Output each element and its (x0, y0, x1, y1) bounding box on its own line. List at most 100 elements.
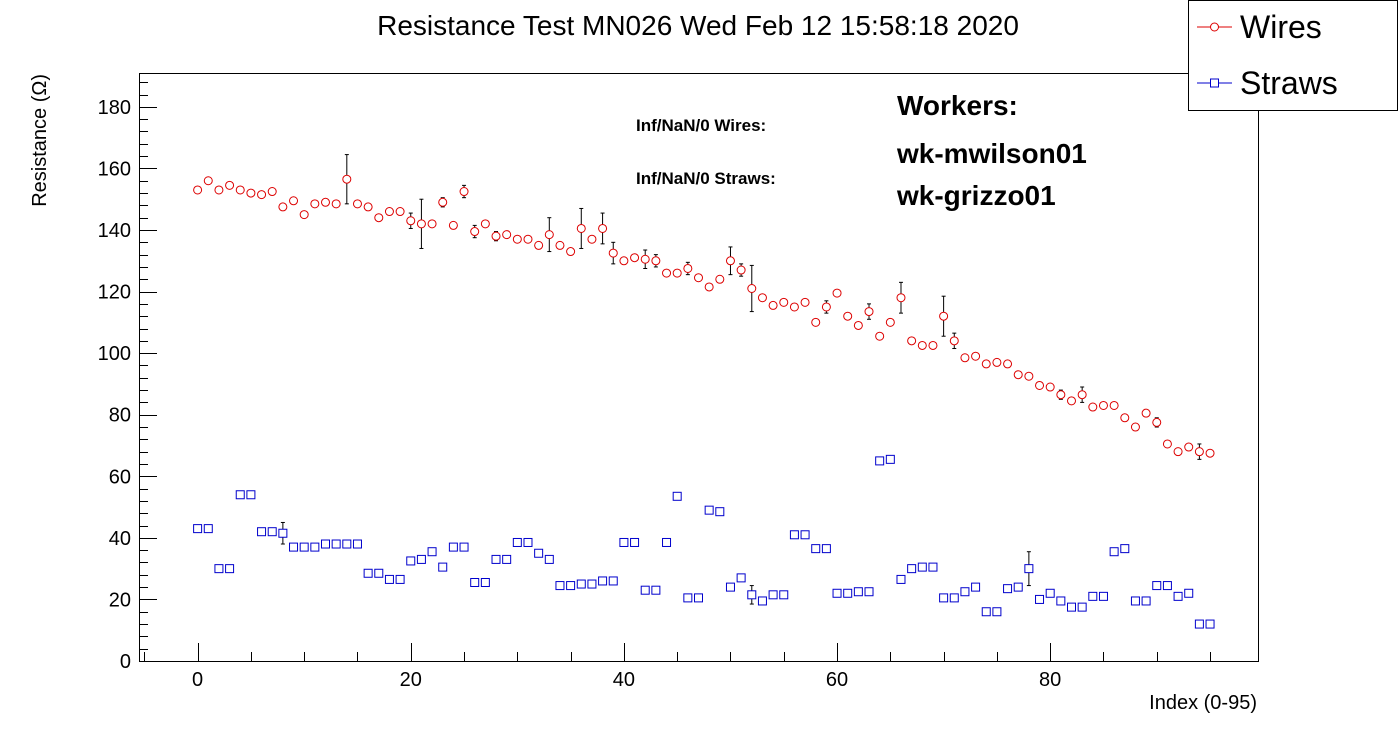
wire-point (619, 256, 629, 266)
wire-point (374, 213, 384, 223)
straw-point (512, 537, 522, 547)
straw-point (448, 542, 458, 552)
straw-point (694, 593, 703, 603)
wire-point (470, 227, 480, 237)
straw-point (619, 537, 629, 547)
straw-point (662, 537, 672, 547)
wire-point (587, 234, 597, 244)
straw-point (1056, 596, 1066, 606)
wire-point (395, 207, 405, 217)
y-tick-label: 0 (120, 651, 131, 673)
straw-point (1194, 619, 1204, 629)
wire-point (1152, 417, 1162, 427)
plot-frame (139, 73, 1259, 662)
straw-point (363, 568, 373, 578)
straw-point (193, 524, 203, 534)
straw-point (427, 547, 437, 557)
straw-point (853, 587, 863, 597)
straw-point (1120, 544, 1130, 554)
wire-point (384, 207, 394, 217)
straw-point (1067, 602, 1076, 612)
y-tick-label: 40 (109, 528, 131, 550)
wire-point (1120, 413, 1130, 423)
wire-point (875, 331, 885, 341)
wire-point (672, 268, 682, 278)
x-tick-label: 40 (613, 669, 635, 691)
wire-point (576, 223, 586, 233)
wire-point (821, 302, 831, 312)
y-tick-label: 160 (98, 158, 131, 180)
inf-nan-straws-label: Inf/NaN/0 Straws: (636, 169, 776, 188)
straw-point (374, 568, 384, 578)
straw-point (608, 576, 618, 586)
straw-point (630, 537, 640, 547)
wire-point (1088, 402, 1098, 412)
y-tick-label: 140 (98, 220, 131, 242)
legend-straws-marker (1210, 78, 1219, 88)
wire-point (555, 240, 565, 250)
straw-point (821, 544, 831, 554)
straw-point (576, 579, 586, 589)
y-tick-label: 60 (109, 466, 131, 488)
straw-point (992, 607, 1002, 617)
straw-point (843, 588, 853, 598)
wire-point (544, 230, 554, 240)
wire-point (630, 253, 640, 263)
wire-point (1003, 359, 1013, 369)
straw-point (246, 490, 256, 500)
straw-point (480, 577, 490, 587)
wire-point (1194, 447, 1204, 457)
straw-point (672, 491, 682, 501)
wire-point (1173, 447, 1183, 457)
wire-point (491, 231, 501, 241)
wire-point (662, 268, 672, 278)
wire-point (1013, 370, 1023, 380)
straw-point (235, 490, 245, 500)
y-tick-label: 120 (98, 282, 131, 304)
wire-point (534, 240, 544, 250)
plot-area (139, 73, 1259, 662)
chart-title: Resistance Test MN026 Wed Feb 12 15:58:1… (377, 10, 1019, 41)
straw-point (1098, 591, 1108, 601)
straw-point (1024, 564, 1034, 574)
straw-point (736, 573, 746, 583)
straw-point (949, 593, 959, 603)
y-tick-label: 180 (98, 97, 131, 119)
wire-point (960, 353, 970, 363)
straw-point (491, 554, 501, 564)
straw-point (1152, 581, 1162, 591)
wire-point (907, 336, 917, 346)
wire-point (789, 302, 799, 312)
straw-point (310, 542, 320, 552)
straw-point (832, 588, 842, 598)
y-tick-label: 100 (98, 343, 131, 365)
x-tick-label: 0 (192, 669, 203, 691)
wire-point (193, 185, 203, 195)
wire-point (1109, 400, 1119, 410)
straw-point (757, 596, 767, 606)
wire-point (512, 234, 522, 244)
wire-point (352, 199, 362, 209)
wire-point (427, 219, 437, 229)
straw-point (502, 554, 512, 564)
straw-point (544, 554, 554, 564)
legend-box (1188, 0, 1398, 111)
wire-point (1184, 442, 1194, 452)
wire-point (1056, 390, 1066, 400)
straw-point (523, 537, 533, 547)
wire-point (257, 190, 267, 200)
wire-point (811, 317, 821, 327)
wire-point (203, 176, 213, 186)
straw-point (1003, 584, 1013, 594)
straw-point (1184, 588, 1194, 598)
straw-point (352, 539, 362, 549)
wire-point (694, 273, 703, 283)
straw-point (683, 593, 693, 603)
wire-point (1045, 382, 1055, 392)
straw-point (640, 585, 650, 595)
wire-point (523, 234, 533, 244)
axes: 0 20 40 60 80 100 120 140 160 180 0 20 40 60 80 (98, 82, 1211, 691)
straw-point (267, 527, 277, 537)
straw-point (438, 562, 448, 572)
wire-point (278, 202, 288, 212)
